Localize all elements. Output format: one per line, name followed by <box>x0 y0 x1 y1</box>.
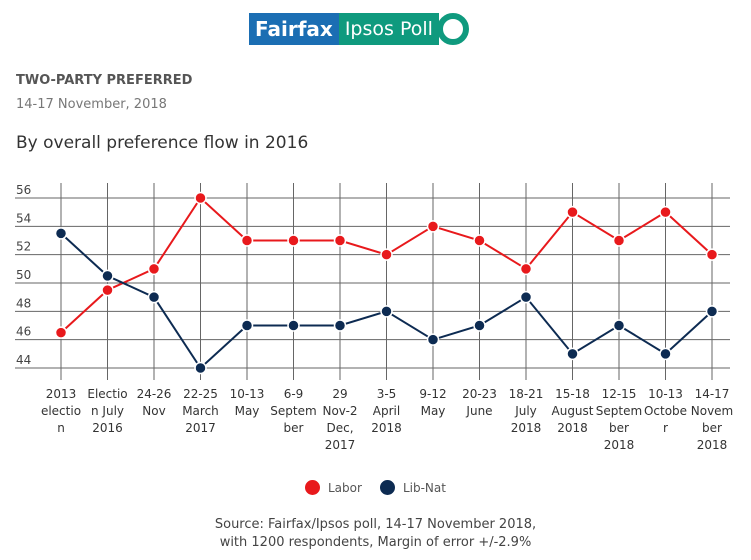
libnat-dot-icon <box>379 480 395 495</box>
fairfax-ipsos-logo: Fairfax Ipsos Poll <box>249 13 469 45</box>
x-tick-label: n July <box>91 404 124 418</box>
data-point-lib-nat <box>426 333 440 346</box>
x-tick-label: ber <box>609 421 629 435</box>
x-tick-label: 10-13 <box>648 387 683 401</box>
data-point-labor <box>659 205 672 219</box>
chart-subtitle: By overall preference flow in 2016 <box>16 133 309 153</box>
x-tick-label: March <box>182 404 219 418</box>
x-tick-label: Octobe <box>644 404 687 418</box>
x-tick-label: 15-18 <box>555 387 590 401</box>
data-point-lib-nat <box>566 347 579 361</box>
data-point-labor <box>519 262 533 276</box>
data-point-lib-nat <box>287 319 300 332</box>
x-tick-label: May <box>235 404 260 418</box>
x-tick-label: 20-23 <box>462 387 497 401</box>
x-tick-label: 2017 <box>325 438 356 452</box>
data-point-lib-nat <box>240 319 254 332</box>
y-tick-label: 44 <box>16 353 31 367</box>
x-tick-label: 2018 <box>604 438 635 452</box>
x-tick-label: 29 <box>332 387 347 401</box>
source-line-2: with 1200 respondents, Margin of error +… <box>219 535 532 550</box>
x-tick-label: 3-5 <box>377 387 397 401</box>
logo-ipsos: Ipsos Poll <box>338 13 439 45</box>
x-tick-label: 12-15 <box>602 387 637 401</box>
data-point-labor <box>333 234 347 247</box>
x-tick-label: June <box>465 404 492 418</box>
source-line-1: Source: Fairfax/Ipsos poll, 14-17 Novemb… <box>214 517 537 532</box>
x-tick-label: April <box>373 404 400 418</box>
data-point-labor <box>566 205 579 219</box>
x-tick-label: Dec, <box>326 421 353 435</box>
x-tick-label: 2018 <box>511 421 542 435</box>
y-tick-label: 52 <box>16 240 31 254</box>
y-tick-label: 54 <box>16 211 31 225</box>
data-point-lib-nat <box>519 290 533 304</box>
x-tick-label: 14-17 <box>695 387 730 401</box>
data-point-lib-nat <box>194 361 207 375</box>
chart-kicker: TWO-PARTY PREFERRED <box>16 73 193 88</box>
x-tick-label: 6-9 <box>284 387 304 401</box>
data-point-labor <box>705 248 719 261</box>
x-tick-label: July <box>514 404 537 418</box>
source-note: Source: Fairfax/Ipsos poll, 14-17 Novemb… <box>0 516 751 552</box>
x-tick-label: 2016 <box>92 421 123 435</box>
x-tick-label: Novem <box>691 404 734 418</box>
legend: Labor Lib-Nat <box>305 480 446 495</box>
x-tick-label: 22-25 <box>183 387 218 401</box>
x-tick-label: 9-12 <box>419 387 446 401</box>
x-tick-label: Septem <box>596 404 642 418</box>
legend-item-libnat[interactable]: Lib-Nat <box>379 480 446 495</box>
data-point-labor <box>473 234 486 247</box>
x-tick-label: 2018 <box>557 421 588 435</box>
data-point-lib-nat <box>705 305 719 318</box>
data-point-labor <box>287 234 300 247</box>
data-point-lib-nat <box>101 269 114 283</box>
data-point-labor <box>194 191 207 205</box>
x-tick-label: Septem <box>270 404 316 418</box>
x-tick-label: Electio <box>87 387 127 401</box>
x-tick-label: 18-21 <box>509 387 544 401</box>
x-tick-label: 2017 <box>185 421 216 435</box>
data-point-lib-nat <box>333 319 347 332</box>
x-tick-label: 2018 <box>371 421 402 435</box>
data-point-labor <box>240 234 254 247</box>
data-point-lib-nat <box>612 319 626 332</box>
y-tick-label: 46 <box>16 325 31 339</box>
x-tick-label: 2018 <box>697 438 728 452</box>
y-tick-label: 48 <box>16 296 31 310</box>
data-point-labor <box>54 326 68 339</box>
x-tick-label: 10-13 <box>230 387 265 401</box>
x-tick-label: August <box>552 404 594 418</box>
data-point-labor <box>101 283 114 297</box>
x-tick-label: 2013 <box>46 387 77 401</box>
logo-fairfax: Fairfax <box>249 13 339 45</box>
legend-label-libnat: Lib-Nat <box>402 480 446 495</box>
legend-item-labor[interactable]: Labor <box>305 480 362 495</box>
x-tick-label: May <box>421 404 446 418</box>
y-tick-label: 50 <box>16 268 31 282</box>
line-chart: 44 46 48 50 52 54 56 2013 electio n Electio n July 2… <box>15 183 734 452</box>
y-tick-label: 56 <box>16 183 31 197</box>
x-tick-label: Nov-2 <box>322 404 357 418</box>
x-tick-label: r <box>663 421 668 435</box>
data-point-labor <box>426 220 440 233</box>
x-tick-label: Nov <box>142 404 165 418</box>
data-point-lib-nat <box>380 305 393 318</box>
x-tick-label: ber <box>702 421 722 435</box>
x-tick-label: ber <box>284 421 304 435</box>
data-point-lib-nat <box>659 347 672 361</box>
legend-label-labor: Labor <box>328 480 362 495</box>
x-tick-label: n <box>57 421 65 435</box>
x-tick-label: electio <box>41 404 81 418</box>
x-tick-label: 24-26 <box>137 387 172 401</box>
data-point-labor <box>147 262 161 276</box>
chart-date: 14-17 November, 2018 <box>16 97 167 112</box>
data-point-labor <box>612 234 626 247</box>
data-point-labor <box>380 248 393 261</box>
logo-ring-icon <box>436 13 469 45</box>
data-point-lib-nat <box>473 319 486 332</box>
data-point-lib-nat <box>54 227 68 240</box>
labor-dot-icon <box>305 480 320 495</box>
data-point-lib-nat <box>147 290 161 304</box>
